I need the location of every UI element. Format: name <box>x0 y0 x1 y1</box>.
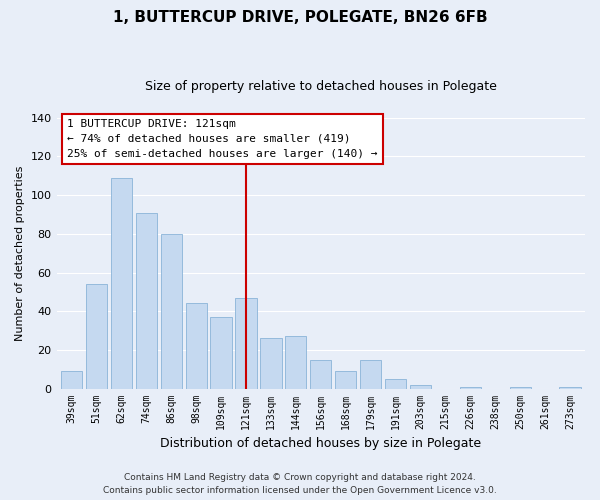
Bar <box>136 212 157 388</box>
Bar <box>185 304 207 388</box>
Bar <box>285 336 307 388</box>
Bar <box>161 234 182 388</box>
Bar <box>360 360 381 388</box>
Text: 1 BUTTERCUP DRIVE: 121sqm
← 74% of detached houses are smaller (419)
25% of semi: 1 BUTTERCUP DRIVE: 121sqm ← 74% of detac… <box>67 119 377 158</box>
Bar <box>260 338 281 388</box>
Y-axis label: Number of detached properties: Number of detached properties <box>15 166 25 341</box>
Text: 1, BUTTERCUP DRIVE, POLEGATE, BN26 6FB: 1, BUTTERCUP DRIVE, POLEGATE, BN26 6FB <box>113 10 487 25</box>
Bar <box>235 298 257 388</box>
X-axis label: Distribution of detached houses by size in Polegate: Distribution of detached houses by size … <box>160 437 481 450</box>
Bar <box>509 386 531 388</box>
Bar <box>310 360 331 388</box>
Bar <box>460 386 481 388</box>
Bar <box>410 384 431 388</box>
Bar <box>61 371 82 388</box>
Text: Contains HM Land Registry data © Crown copyright and database right 2024.
Contai: Contains HM Land Registry data © Crown c… <box>103 474 497 495</box>
Bar <box>385 379 406 388</box>
Bar <box>86 284 107 389</box>
Bar <box>111 178 132 388</box>
Title: Size of property relative to detached houses in Polegate: Size of property relative to detached ho… <box>145 80 497 93</box>
Bar <box>559 386 581 388</box>
Bar <box>335 371 356 388</box>
Bar <box>211 317 232 388</box>
